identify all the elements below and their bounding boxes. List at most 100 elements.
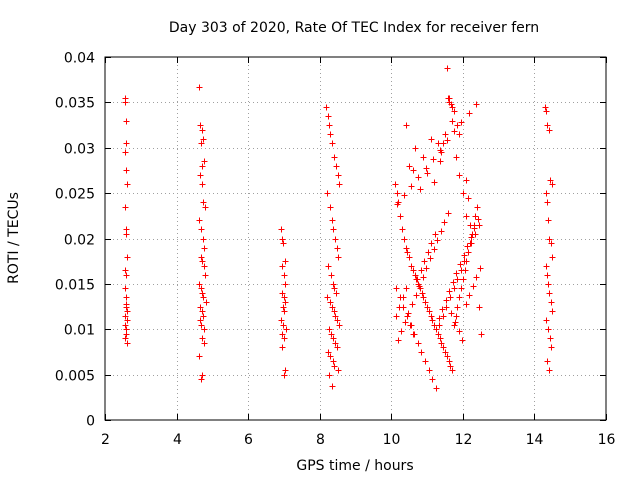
data-point bbox=[423, 165, 430, 172]
data-point bbox=[418, 349, 425, 356]
data-point bbox=[456, 131, 463, 138]
data-point bbox=[197, 304, 204, 311]
data-point bbox=[122, 313, 129, 320]
data-point bbox=[426, 308, 433, 315]
data-point bbox=[333, 290, 340, 297]
data-point bbox=[423, 265, 430, 272]
data-point bbox=[393, 285, 400, 292]
data-point bbox=[330, 226, 337, 233]
data-point bbox=[434, 237, 441, 244]
data-point bbox=[549, 308, 556, 315]
data-point bbox=[440, 313, 447, 320]
data-point bbox=[123, 140, 130, 147]
data-point bbox=[324, 294, 331, 301]
data-point bbox=[454, 276, 461, 283]
data-point bbox=[428, 240, 435, 247]
data-point bbox=[450, 279, 457, 286]
data-point bbox=[440, 140, 447, 147]
data-point bbox=[472, 231, 479, 238]
data-point bbox=[427, 255, 434, 262]
data-point bbox=[336, 181, 343, 188]
data-point bbox=[445, 210, 452, 217]
data-point bbox=[465, 249, 472, 256]
y-tick-label: 0 bbox=[86, 414, 95, 430]
data-point bbox=[544, 358, 551, 365]
data-point bbox=[122, 335, 129, 342]
data-point bbox=[435, 331, 442, 338]
data-point bbox=[473, 274, 480, 281]
data-point bbox=[439, 306, 446, 313]
data-point bbox=[417, 186, 424, 193]
data-point bbox=[461, 258, 468, 265]
data-point bbox=[543, 263, 550, 270]
data-point bbox=[199, 181, 206, 188]
data-point bbox=[451, 108, 458, 115]
data-point bbox=[279, 263, 286, 270]
data-point bbox=[406, 254, 413, 261]
data-point bbox=[325, 263, 332, 270]
data-point bbox=[200, 313, 207, 320]
data-point bbox=[123, 294, 130, 301]
data-point bbox=[428, 313, 435, 320]
data-point bbox=[327, 204, 334, 211]
data-point bbox=[122, 149, 129, 156]
data-point bbox=[199, 372, 206, 379]
data-point bbox=[473, 101, 480, 108]
data-point bbox=[335, 367, 342, 374]
data-point bbox=[403, 122, 410, 129]
data-point bbox=[201, 263, 208, 270]
data-point bbox=[333, 163, 340, 170]
data-point bbox=[416, 283, 423, 290]
data-point bbox=[413, 292, 420, 299]
data-point bbox=[327, 131, 334, 138]
data-point bbox=[283, 326, 290, 333]
data-point bbox=[457, 261, 464, 268]
data-point bbox=[198, 285, 205, 292]
data-point bbox=[548, 299, 555, 306]
data-point bbox=[453, 154, 460, 161]
data-point bbox=[421, 258, 428, 265]
data-point bbox=[415, 174, 422, 181]
data-point bbox=[430, 156, 437, 163]
data-point bbox=[547, 335, 554, 342]
data-point bbox=[279, 236, 286, 243]
data-point bbox=[463, 177, 470, 184]
data-point bbox=[477, 265, 484, 272]
data-point bbox=[458, 119, 465, 126]
data-point bbox=[446, 358, 453, 365]
data-point bbox=[403, 285, 410, 292]
data-point bbox=[438, 149, 445, 156]
data-point bbox=[332, 340, 339, 347]
data-point bbox=[547, 177, 554, 184]
data-point bbox=[441, 219, 448, 226]
data-point bbox=[278, 317, 285, 324]
data-point bbox=[331, 285, 338, 292]
data-point bbox=[546, 367, 553, 374]
data-point bbox=[476, 222, 483, 229]
data-point bbox=[466, 110, 473, 117]
data-point bbox=[451, 322, 458, 329]
y-tick-label: 0.02 bbox=[64, 233, 95, 249]
data-point bbox=[418, 267, 425, 274]
data-point bbox=[476, 304, 483, 311]
x-tick-label: 16 bbox=[598, 432, 616, 448]
data-point bbox=[327, 299, 334, 306]
data-point bbox=[282, 299, 289, 306]
data-point bbox=[326, 122, 333, 129]
data-point bbox=[404, 249, 411, 256]
data-point bbox=[334, 245, 341, 252]
data-point bbox=[440, 344, 447, 351]
data-point bbox=[197, 122, 204, 129]
data-point bbox=[449, 104, 456, 111]
data-point bbox=[197, 172, 204, 179]
data-point bbox=[282, 258, 289, 265]
data-point bbox=[398, 328, 405, 335]
data-point bbox=[472, 213, 479, 220]
data-point bbox=[332, 236, 339, 243]
data-point bbox=[199, 290, 206, 297]
data-point bbox=[548, 240, 555, 247]
plot-frame bbox=[104, 56, 607, 421]
data-point bbox=[549, 254, 556, 261]
x-tick-label: 8 bbox=[316, 432, 325, 448]
y-tick-label: 0.005 bbox=[55, 369, 95, 385]
